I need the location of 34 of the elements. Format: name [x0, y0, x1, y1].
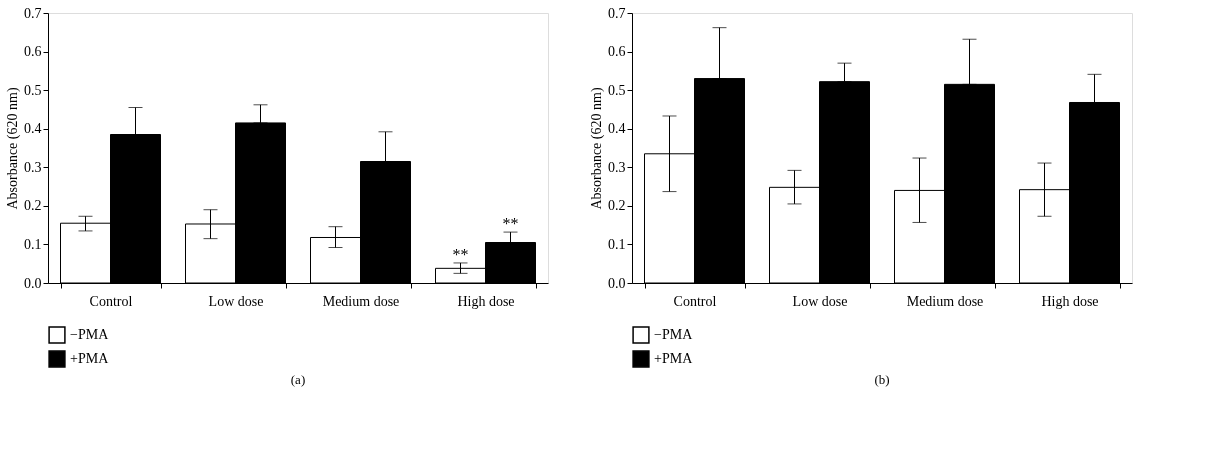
y-tick-label: 0.0: [608, 275, 626, 291]
legend-label: −PMA: [654, 327, 694, 342]
y-tick-label: 0.7: [608, 5, 626, 21]
y-tick-label: 0.5: [24, 82, 42, 98]
text: (a): [290, 372, 306, 387]
y-tick-label: 0.6: [608, 44, 626, 60]
y-tick-label: 0.4: [608, 121, 626, 137]
text: (b): [874, 372, 890, 387]
y-axis-title: Absorbance (620 nm): [589, 87, 605, 210]
y-tick-label: 0.6: [24, 44, 42, 60]
annotation: **: [452, 245, 469, 263]
y-tick-label: 0.5: [608, 82, 626, 98]
y-tick-label: 0.0: [24, 275, 42, 291]
y-axis-title: Absorbance (620 nm): [5, 87, 21, 210]
y-tick-label: 0.7: [24, 5, 42, 21]
x-tick-label: High dose: [457, 293, 515, 309]
x-tick-label: Low dose: [208, 293, 264, 309]
x-tick-label: High dose: [1041, 293, 1099, 309]
y-tick-label: 0.2: [608, 198, 626, 214]
y-tick-label: 0.3: [608, 159, 626, 175]
x-tick-label: Low dose: [792, 293, 848, 309]
y-tick-label: 0.3: [24, 159, 42, 175]
x-tick-label: Medium dose: [322, 293, 400, 309]
legend-label: +PMA: [654, 351, 694, 366]
y-tick-label: 0.2: [24, 198, 42, 214]
x-tick-label: Medium dose: [906, 293, 984, 309]
annotation: **: [502, 215, 519, 233]
legend-label: −PMA: [70, 327, 110, 342]
x-tick-label: Control: [89, 293, 133, 309]
y-tick-label: 0.1: [24, 236, 42, 252]
y-tick-label: 0.4: [24, 121, 42, 137]
x-tick-label: Control: [673, 293, 717, 309]
y-tick-label: 0.1: [608, 236, 626, 252]
legend-label: +PMA: [70, 351, 110, 366]
